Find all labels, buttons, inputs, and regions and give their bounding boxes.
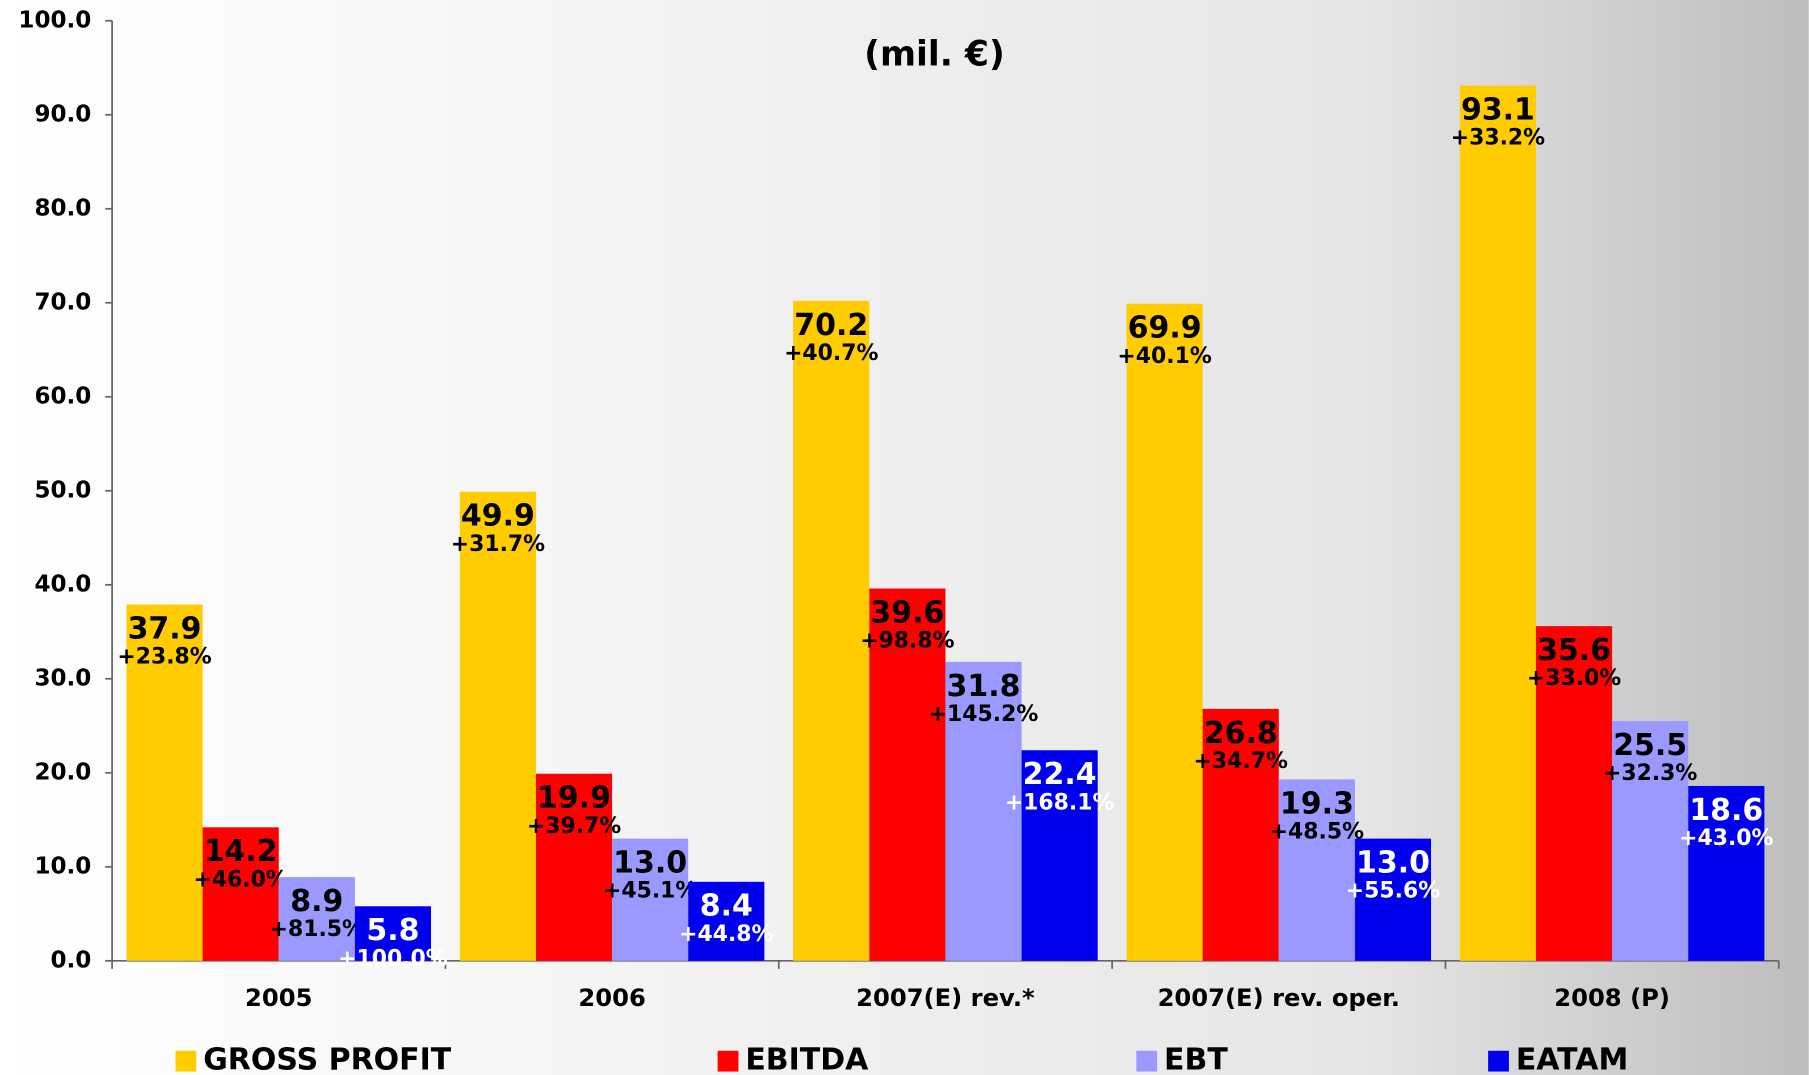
value-label: 5.8 [366, 913, 419, 948]
value-label: 26.8 [1204, 716, 1278, 751]
y-tick-label: 40.0 [34, 571, 91, 597]
legend-swatch [175, 1050, 197, 1072]
legend-swatch [1488, 1050, 1509, 1072]
change-label: +100.0% [338, 946, 448, 971]
value-label: 37.9 [128, 611, 202, 646]
value-label: 19.3 [1280, 786, 1354, 821]
value-label: 18.6 [1689, 793, 1763, 828]
y-tick-label: 90.0 [34, 101, 91, 127]
bar [202, 827, 279, 961]
change-label: +31.7% [451, 532, 545, 557]
legend-label: EBT [1164, 1043, 1228, 1075]
value-label: 25.5 [1613, 728, 1687, 763]
change-label: +40.1% [1117, 344, 1211, 369]
y-tick-label: 100.0 [18, 7, 91, 33]
change-label: +39.7% [527, 814, 621, 839]
x-tick-label: 2005 [245, 984, 312, 1012]
legend-swatch [1136, 1050, 1158, 1072]
x-tick-label: 2007(E) rev.* [856, 984, 1035, 1012]
y-tick-label: 30.0 [34, 665, 91, 691]
x-tick-label: 2007(E) rev. oper. [1158, 984, 1400, 1012]
change-label: +32.3% [1603, 761, 1697, 786]
y-tick-label: 10.0 [34, 853, 91, 879]
value-label: 22.4 [1023, 757, 1097, 792]
legend-label: EATAM [1516, 1043, 1628, 1075]
y-tick-label: 50.0 [34, 477, 91, 503]
value-label: 19.9 [537, 781, 611, 816]
bar [1021, 750, 1098, 961]
bar [869, 588, 946, 961]
value-label: 39.6 [870, 595, 944, 630]
chart-title: (mil. €) [864, 34, 1005, 74]
bar [793, 300, 870, 961]
bar [278, 877, 355, 961]
change-label: +48.5% [1270, 819, 1364, 844]
bar [1202, 708, 1279, 961]
bar [535, 773, 613, 961]
legend-label: EBITDA [745, 1043, 869, 1075]
y-tick-label: 70.0 [34, 289, 91, 315]
y-tick-label: 20.0 [34, 759, 91, 785]
value-label: 49.9 [461, 499, 535, 534]
bar [1612, 721, 1689, 961]
value-label: 70.2 [794, 308, 868, 343]
bar [688, 881, 765, 961]
change-label: +23.8% [117, 645, 211, 670]
bar [1688, 785, 1765, 961]
change-label: +55.6% [1346, 879, 1440, 904]
legend-swatch [717, 1050, 739, 1072]
x-tick-label: 2008 (P) [1554, 984, 1670, 1012]
change-label: +145.2% [929, 702, 1039, 727]
y-tick-label: 80.0 [34, 195, 91, 221]
change-label: +33.0% [1527, 666, 1621, 691]
bar [945, 661, 1022, 961]
bar [1536, 626, 1613, 961]
change-label: +168.1% [1005, 790, 1115, 815]
bar [1278, 779, 1355, 961]
value-label: 13.0 [1356, 845, 1430, 880]
value-label: 93.1 [1461, 93, 1535, 128]
value-label: 8.4 [700, 889, 753, 924]
bar [612, 838, 689, 961]
bar [126, 604, 203, 961]
change-label: +34.7% [1194, 749, 1288, 774]
value-label: 14.2 [204, 834, 278, 869]
change-label: +40.7% [784, 341, 878, 366]
y-tick-label: 0.0 [51, 947, 92, 973]
value-label: 35.6 [1537, 633, 1611, 668]
bar [1459, 85, 1537, 961]
change-label: +98.8% [860, 629, 954, 654]
value-label: 31.8 [947, 669, 1021, 704]
change-label: +44.8% [679, 922, 773, 947]
y-tick-label: 60.0 [34, 383, 91, 409]
change-label: +81.5% [270, 917, 364, 942]
bar [1354, 838, 1432, 961]
legend-label: GROSS PROFIT [203, 1043, 452, 1075]
value-label: 8.9 [290, 884, 343, 919]
change-label: +46.0% [194, 867, 288, 892]
bar [459, 491, 536, 961]
value-label: 13.0 [613, 845, 687, 880]
change-label: +45.1% [603, 879, 697, 904]
value-label: 69.9 [1128, 311, 1202, 346]
change-label: +43.0% [1679, 826, 1773, 851]
bar [354, 906, 432, 961]
change-label: +33.2% [1451, 126, 1545, 151]
x-tick-label: 2006 [578, 984, 645, 1012]
bar [1126, 303, 1203, 961]
